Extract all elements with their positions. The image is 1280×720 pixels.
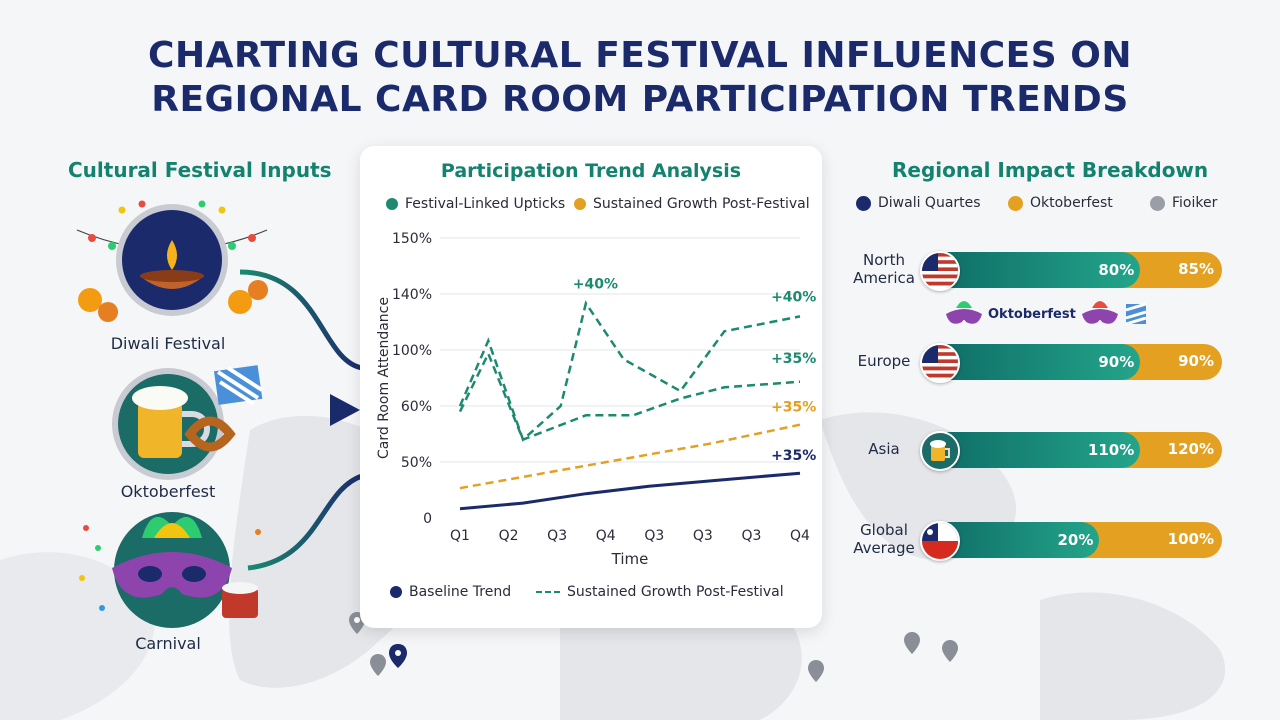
data-annotation: +35%: [771, 351, 816, 367]
usa-flag-icon: [920, 251, 960, 291]
region-legend-label-3: Fioiker: [1172, 195, 1218, 211]
region-label: North America: [836, 251, 932, 287]
festival-label-oktoberfest: Oktoberfest: [120, 482, 216, 501]
map-pin-icon: [904, 632, 920, 654]
legend-bottom-label-2: Sustained Growth Post-Festival: [567, 584, 784, 600]
legend-top-label-1: Festival-Linked Upticks: [405, 196, 566, 212]
legend-top-item-2: Sustained Growth Post-Festival: [574, 196, 810, 212]
series-line-3: [459, 471, 801, 511]
y-tick-label: 100%: [392, 343, 432, 359]
beer-mug-icon: [920, 431, 960, 471]
region-legend-dot-orange: [1008, 195, 1023, 211]
title-line-2: REGIONAL CARD ROOM PARTICIPATION TRENDS: [151, 79, 1129, 120]
festival-label-carnival: Carnival: [135, 634, 201, 653]
x-tick-label: Q3: [547, 528, 567, 544]
map-pin-icon: [370, 654, 386, 676]
y-tick-label: 50%: [401, 455, 432, 471]
title-line-1: CHARTING CULTURAL FESTIVAL INFLUENCES ON: [148, 35, 1132, 76]
festival-inputs-heading: Cultural Festival Inputs: [68, 158, 332, 182]
oktoberfest-banner: Oktoberfest: [944, 298, 1148, 330]
y-tick-label: 140%: [392, 287, 432, 303]
region-label-line: Asia: [868, 440, 900, 458]
region-orange-value: 100%: [1167, 530, 1214, 548]
region-teal-value: 20%: [1057, 531, 1094, 549]
region-legend-label-1: Diwali Quartes: [878, 195, 981, 211]
x-tick-label: Q4: [596, 528, 616, 544]
legend-dot-teal: [386, 198, 398, 210]
region-label: Asia: [836, 440, 932, 458]
carnival-mask-icon: [79, 512, 261, 628]
region-orange-value: 120%: [1167, 440, 1214, 458]
region-orange-value: 90%: [1178, 352, 1214, 370]
x-axis-label: Time: [611, 550, 649, 568]
y-tick-label: 0: [423, 511, 432, 527]
region-teal-value: 110%: [1087, 441, 1135, 459]
region-legend-dot-navy: [856, 195, 871, 211]
legend-bottom-item-2: Sustained Growth Post-Festival: [536, 584, 784, 600]
carnival-mask-icon: [946, 301, 982, 324]
legend-top-item-1: Festival-Linked Upticks: [386, 196, 565, 212]
bavarian-flag-icon: [1125, 302, 1147, 326]
chile-flag-icon: [920, 521, 960, 561]
region-bar: 110% 120%: [930, 432, 1222, 468]
region-teal-value: 80%: [1098, 261, 1135, 279]
region-label-line: Europe: [857, 352, 911, 370]
region-bar-teal-segment: 110%: [930, 432, 1141, 468]
x-tick-label: Q3: [741, 528, 761, 544]
legend-bottom-label-1: Baseline Trend: [409, 584, 512, 600]
x-tick-label: Q3: [693, 528, 713, 544]
region-bar-teal-segment: 90%: [930, 344, 1141, 380]
region-label-line: North: [863, 251, 905, 269]
series-line-2: [459, 423, 801, 490]
region-bar: 20% 100%: [930, 522, 1222, 558]
region-legend-label-2: Oktoberfest: [1030, 195, 1113, 211]
region-bar-teal-segment: 80%: [930, 252, 1141, 288]
x-tick-label: Q4: [790, 528, 810, 544]
region-label: Global Average: [836, 521, 932, 557]
legend-bottom-item-1: Baseline Trend: [390, 584, 511, 600]
region-label-line: Average: [853, 539, 915, 557]
y-tick-label: 150%: [392, 231, 432, 247]
region-label-line: Global: [860, 521, 908, 539]
map-pin-icon: [942, 640, 958, 662]
legend-top-label-2: Sustained Growth Post-Festival: [593, 196, 810, 212]
line-chart: 0 50% 60% 100% 140% 150% Q1 Q2 Q3 Q4 Q3 Q3 Q3 Q4 Time C…: [376, 231, 816, 568]
map-pin-icon: [389, 644, 407, 668]
page-title: CHARTING CULTURAL FESTIVAL INFLUENCES ON…: [0, 34, 1280, 122]
festival-label-diwali: Diwali Festival: [110, 334, 226, 353]
oktoberfest-banner-label: Oktoberfest: [988, 306, 1076, 322]
regional-impact-heading: Regional Impact Breakdown: [892, 158, 1209, 182]
map-pin-icon: [808, 660, 824, 682]
region-legend-item-3: Fioiker: [1150, 195, 1217, 211]
region-legend-dot-grey: [1150, 195, 1165, 211]
region-bar: 80% 85%: [930, 252, 1222, 288]
carnival-mask-icon: [1081, 301, 1118, 324]
x-tick-label: Q1: [450, 528, 470, 544]
data-annotation: +35%: [771, 448, 816, 464]
region-label-line: America: [853, 269, 915, 287]
legend-dash-teal: [536, 591, 560, 593]
diya-lamp-icon: [76, 200, 268, 322]
series-line-1: [458, 350, 801, 442]
x-tick-label: Q3: [644, 528, 664, 544]
data-annotation: +40%: [771, 289, 816, 305]
trend-analysis-heading: Participation Trend Analysis: [440, 160, 742, 182]
region-teal-value: 90%: [1098, 353, 1135, 371]
data-annotation: +35%: [771, 400, 816, 416]
trend-analysis-card: Participation Trend Analysis Festival-Li…: [360, 146, 822, 628]
legend-dot-orange: [574, 198, 586, 210]
y-tick-label: 60%: [401, 399, 432, 415]
series-line-0: [458, 300, 801, 442]
legend-dot-navy: [390, 586, 402, 598]
region-bar: 90% 90%: [930, 344, 1222, 380]
region-orange-value: 85%: [1178, 260, 1214, 278]
y-axis-label: Card Room Attendance: [376, 297, 392, 459]
region-label: Europe: [836, 352, 932, 370]
region-legend-item-2: Oktoberfest: [1008, 195, 1113, 211]
region-legend-item-1: Diwali Quartes: [856, 195, 981, 211]
beer-mug-pretzel-icon: [112, 365, 264, 480]
data-annotation: +40%: [573, 276, 618, 292]
x-tick-label: Q2: [499, 528, 519, 544]
usa-flag-icon: [920, 343, 960, 383]
